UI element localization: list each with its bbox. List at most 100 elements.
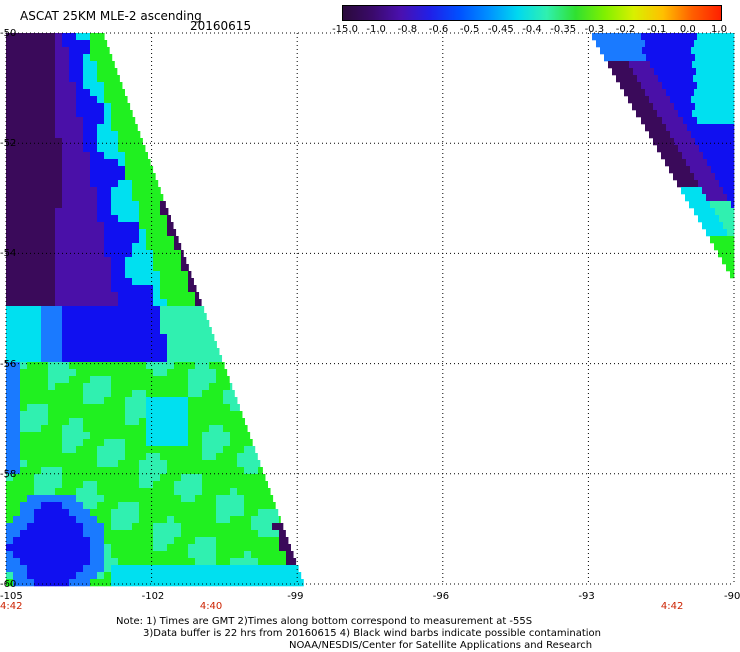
swath-cell — [652, 40, 659, 47]
swath-cell — [146, 516, 153, 523]
swath-cell — [680, 40, 687, 47]
swath-cell — [646, 103, 653, 110]
swath-cell — [167, 362, 174, 369]
swath-cell — [83, 460, 90, 467]
swath-cell — [104, 558, 111, 565]
swath-cell — [653, 54, 660, 61]
swath-cell — [62, 61, 69, 68]
swath-cell — [202, 453, 209, 460]
swath-cell — [682, 152, 689, 159]
swath-cell — [83, 82, 90, 89]
swath-cell — [649, 131, 656, 138]
swath-cell — [160, 425, 167, 432]
swath-cell — [132, 495, 139, 502]
swath-cell — [181, 565, 188, 572]
swath-cell — [244, 432, 250, 439]
swath-cell — [20, 166, 27, 173]
swath-cell — [27, 159, 34, 166]
swath-cell — [83, 453, 90, 460]
swath-cell — [111, 264, 118, 271]
swath-cell — [279, 579, 286, 586]
swath-cell — [644, 75, 651, 82]
swath-cell — [48, 467, 55, 474]
swath-cell — [69, 509, 76, 516]
swath-cell — [665, 75, 672, 82]
swath-cell — [41, 551, 48, 558]
swath-cell — [41, 299, 48, 306]
swath-cell — [715, 40, 722, 47]
swath-cell — [41, 432, 48, 439]
swath-cell — [111, 460, 118, 467]
swath-cell — [97, 306, 104, 313]
swath-cell — [6, 299, 13, 306]
swath-cell — [13, 495, 20, 502]
swath-cell — [139, 565, 146, 572]
swath-cell — [41, 131, 48, 138]
swath-cell — [118, 180, 125, 187]
swath-cell — [642, 47, 649, 54]
swath-cell — [90, 82, 97, 89]
swath-cell — [615, 61, 622, 68]
swath-cell — [62, 488, 69, 495]
swath-cell — [97, 558, 104, 565]
swath-cell — [623, 75, 630, 82]
swath-cell — [13, 369, 20, 376]
latitude-tick-label: -52 — [0, 138, 16, 149]
swath-cell — [125, 348, 132, 355]
swath-cell — [167, 404, 174, 411]
swath-cell — [676, 117, 683, 124]
swath-cell — [174, 292, 181, 299]
swath-cell — [55, 327, 62, 334]
swath-cell — [41, 509, 48, 516]
swath-cell — [708, 208, 715, 215]
swath-cell — [146, 187, 153, 194]
swath-cell — [167, 369, 174, 376]
swath-cell — [97, 299, 104, 306]
swath-cell — [118, 397, 125, 404]
swath-cell — [258, 537, 265, 544]
swath-cell — [160, 278, 167, 285]
swath-cell — [139, 376, 146, 383]
swath-cell — [244, 481, 251, 488]
swath-cell — [691, 180, 698, 187]
swath-cell — [160, 243, 167, 250]
swath-cell — [90, 145, 97, 152]
swath-cell — [13, 418, 20, 425]
swath-cell — [69, 425, 76, 432]
swath-cell — [167, 390, 174, 397]
swath-cell — [104, 159, 111, 166]
swath-cell — [48, 439, 55, 446]
swath-cell — [723, 54, 730, 61]
swath-cell — [6, 222, 13, 229]
swath-cell — [705, 47, 712, 54]
swath-cell — [244, 502, 251, 509]
swath-cell — [664, 145, 671, 152]
swath-cell — [69, 460, 76, 467]
swath-cell — [223, 572, 230, 579]
swath-cell — [638, 40, 645, 47]
swath-cell — [244, 544, 251, 551]
swath-cell — [41, 271, 48, 278]
swath-cell — [139, 558, 146, 565]
swath-cell — [55, 271, 62, 278]
swath-cell — [111, 89, 118, 96]
swath-cell — [69, 159, 76, 166]
swath-cell — [6, 47, 13, 54]
swath-cell — [293, 579, 300, 586]
swath-cell — [160, 299, 167, 306]
swath-cell — [34, 404, 41, 411]
swath-cell — [41, 544, 48, 551]
swath-cell — [27, 551, 34, 558]
swath-cell — [48, 425, 55, 432]
swath-cell — [195, 320, 202, 327]
swath-cell — [209, 439, 216, 446]
swath-cell — [76, 453, 83, 460]
swath-cell — [13, 376, 20, 383]
swath-cell — [27, 96, 34, 103]
swath-cell — [673, 173, 680, 180]
swath-cell — [715, 124, 722, 131]
swath-cell — [677, 180, 684, 187]
swath-cell — [272, 572, 279, 579]
swath-cell — [48, 544, 55, 551]
swath-cell — [139, 418, 146, 425]
